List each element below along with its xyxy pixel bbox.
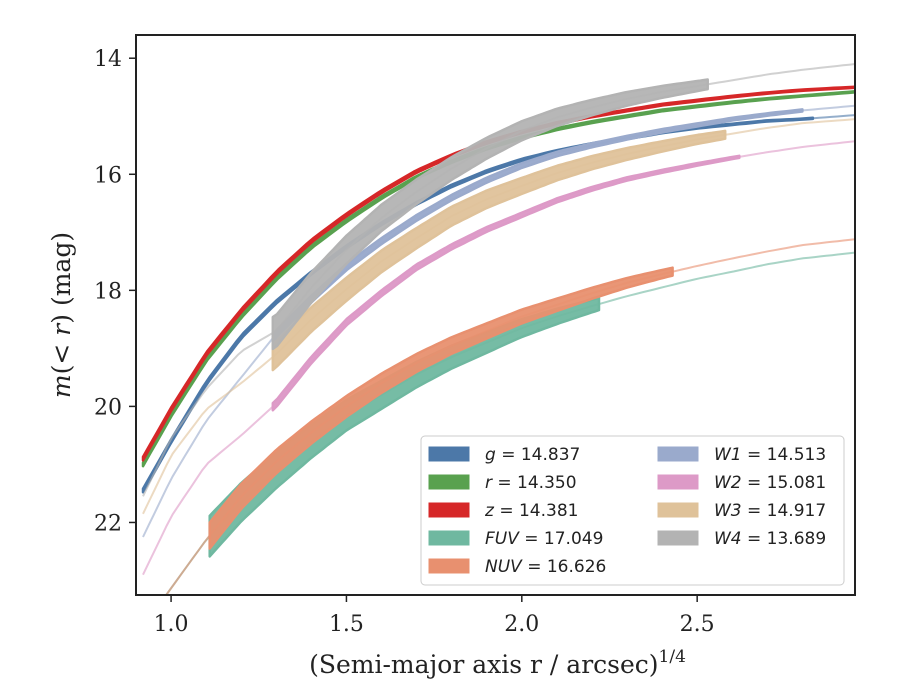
legend-label: W1 = 14.513: [714, 445, 826, 465]
x-tick-label: 1.5: [329, 612, 364, 637]
legend-box: [420, 435, 845, 586]
legend: g = 14.837 r = 14.350 z = 14.381 FUV = 17.0…: [420, 435, 845, 586]
legend-label: z = 14.381: [484, 501, 578, 521]
series-W1: [142, 104, 855, 538]
series-W2: [142, 140, 855, 576]
legend-item-FUV: FUV = 17.049: [428, 529, 603, 549]
plot-curves: [141, 63, 855, 595]
y-tick-label: 14: [94, 47, 122, 72]
x-tick-label: 2.0: [504, 612, 539, 637]
legend-swatch: [428, 474, 470, 490]
legend-item-W1: W1 = 14.513: [657, 445, 826, 465]
y-tick-label: 20: [94, 395, 122, 420]
x-tick-label: 2.5: [680, 612, 715, 637]
legend-label: NUV = 16.626: [485, 557, 606, 577]
series-W4-measured-band: [271, 78, 709, 351]
y-tick-label: 22: [94, 511, 122, 536]
legend-label: g = 14.837: [485, 445, 580, 465]
x-axis-label: (Semi-major axis r / arcsec)1/4: [309, 647, 686, 679]
legend-swatch: [657, 530, 699, 546]
legend-item-W3: W3 = 14.917: [657, 501, 826, 521]
legend-swatch: [428, 446, 470, 462]
series-W1-measured-band: [271, 108, 804, 343]
legend-label: r = 14.350: [485, 473, 577, 493]
legend-swatch: [657, 474, 699, 490]
x-tick-label: 1.0: [154, 612, 189, 637]
axes: 1.0 1.5 2.0 2.5 14 16 18 20 22 (Semi-major axis r…: [47, 34, 856, 679]
series-z-measured-band: [141, 85, 855, 462]
legend-swatch: [657, 446, 699, 462]
legend-swatch: [428, 502, 470, 518]
legend-item-z: z = 14.381: [428, 501, 578, 521]
series-W4: [142, 63, 855, 497]
y-tick-label: 18: [94, 279, 122, 304]
legend-label: W2 = 15.081: [714, 473, 826, 493]
legend-swatch: [657, 502, 699, 518]
y-tick-label: 16: [94, 163, 122, 188]
series-W2-measured-band: [271, 154, 741, 412]
legend-item-W4: W4 = 13.689: [657, 529, 826, 549]
legend-label: W3 = 14.917: [714, 501, 826, 521]
legend-item-r: r = 14.350: [428, 473, 577, 493]
series-NUV-measured-band: [208, 266, 674, 550]
legend-label: FUV = 17.049: [485, 529, 603, 549]
series-NUV: [164, 238, 855, 595]
series-r-measured-band: [141, 90, 855, 468]
series-W3: [142, 118, 855, 515]
legend-item-g: g = 14.837: [428, 445, 580, 465]
legend-swatch: [428, 558, 470, 574]
y-axis-label: m(< r) (mag): [47, 232, 76, 398]
legend-item-NUV: NUV = 16.626: [428, 557, 606, 577]
plot-frame: [135, 34, 856, 596]
legend-item-W2: W2 = 15.081: [657, 473, 826, 493]
legend-swatch: [428, 530, 470, 546]
series-W3-measured-band: [271, 129, 727, 372]
legend-label: W4 = 13.689: [714, 529, 826, 549]
